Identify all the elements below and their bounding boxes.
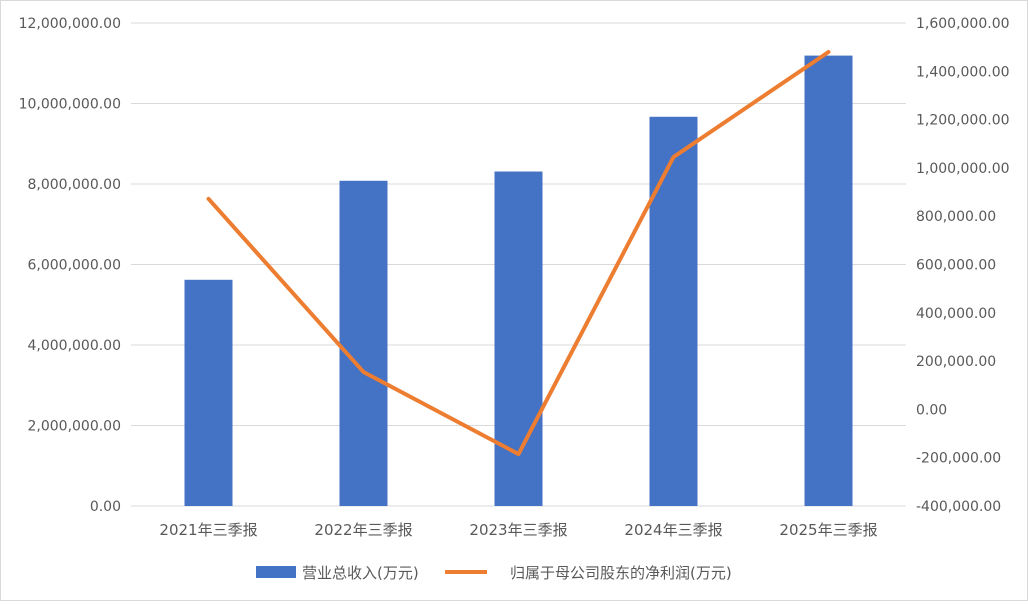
bar bbox=[184, 279, 233, 506]
left-axis-tick-label: 4,000,000.00 bbox=[27, 338, 121, 354]
right-axis-tick-label: 1,600,000.00 bbox=[916, 16, 1010, 32]
bar bbox=[804, 55, 853, 506]
right-axis-tick-label: 600,000.00 bbox=[916, 258, 996, 274]
bar bbox=[649, 116, 698, 506]
right-axis-tick-label: 200,000.00 bbox=[916, 354, 996, 370]
line-series bbox=[206, 49, 831, 457]
right-axis-tick-labels: -400,000.00 -200,000.00 0.00 200,000.00 400,… bbox=[916, 16, 1010, 515]
category-axis-labels: 2021年三季报 2022年三季报 2023年三季报 2024年三季报 2025年三季报 bbox=[159, 521, 877, 539]
legend-label-revenue: 营业总收入(万元) bbox=[302, 564, 419, 582]
bar bbox=[339, 180, 388, 506]
legend-label-net-profit: 归属于母公司股东的净利润(万元) bbox=[510, 564, 732, 582]
left-axis-tick-label: 12,000,000.00 bbox=[19, 16, 121, 32]
right-axis-tick-label: 0.00 bbox=[916, 402, 947, 418]
category-label: 2025年三季报 bbox=[779, 521, 877, 539]
right-axis-tick-label: 400,000.00 bbox=[916, 306, 996, 322]
left-axis-tick-label: 6,000,000.00 bbox=[27, 258, 121, 274]
right-axis-tick-label: 1,000,000.00 bbox=[916, 161, 1010, 177]
legend: 营业总收入(万元) 归属于母公司股东的净利润(万元) bbox=[256, 564, 732, 582]
left-axis-tick-label: 10,000,000.00 bbox=[19, 97, 121, 113]
left-axis-tick-label: 2,000,000.00 bbox=[27, 419, 121, 435]
left-axis-tick-labels: 0.00 2,000,000.00 4,000,000.00 6,000,000.00… bbox=[19, 16, 121, 515]
bar-series bbox=[184, 55, 853, 506]
category-label: 2024年三季报 bbox=[624, 521, 722, 539]
right-axis-tick-label: -400,000.00 bbox=[916, 499, 1001, 515]
right-axis-tick-label: -200,000.00 bbox=[916, 451, 1001, 467]
right-axis-tick-label: 1,200,000.00 bbox=[916, 113, 1010, 129]
legend-swatch-bar bbox=[256, 566, 296, 578]
right-axis-tick-label: 1,400,000.00 bbox=[916, 64, 1010, 80]
right-axis-tick-label: 800,000.00 bbox=[916, 209, 996, 225]
net-profit-line bbox=[206, 49, 831, 457]
category-label: 2022年三季报 bbox=[314, 521, 412, 539]
category-label: 2021年三季报 bbox=[159, 521, 257, 539]
left-axis-tick-label: 0.00 bbox=[90, 499, 121, 515]
category-label: 2023年三季报 bbox=[469, 521, 567, 539]
left-axis-tick-label: 8,000,000.00 bbox=[27, 177, 121, 193]
